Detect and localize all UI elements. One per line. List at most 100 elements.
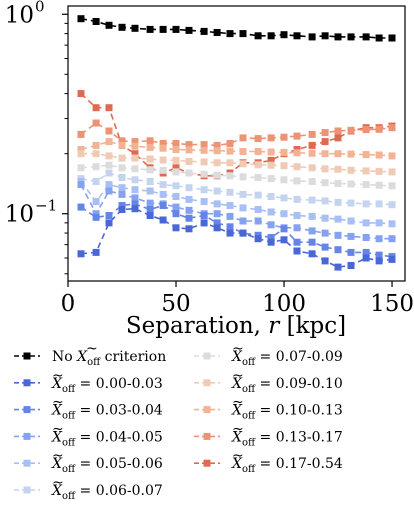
data-point bbox=[375, 167, 383, 175]
data-point bbox=[185, 169, 193, 177]
data-point bbox=[146, 206, 154, 213]
data-point bbox=[321, 229, 329, 237]
data-point bbox=[334, 165, 342, 173]
data-point bbox=[213, 29, 221, 36]
data-point bbox=[308, 227, 316, 235]
data-point bbox=[308, 250, 316, 258]
data-point bbox=[293, 149, 301, 157]
data-point bbox=[239, 204, 247, 212]
data-point bbox=[239, 173, 247, 181]
data-point bbox=[321, 138, 329, 146]
data-point bbox=[185, 157, 193, 165]
data-point bbox=[77, 15, 85, 23]
y-tick-exponent: 0 bbox=[35, 0, 45, 15]
data-point bbox=[388, 124, 396, 132]
data-point bbox=[185, 146, 193, 154]
legend-label: No Xoff criterion bbox=[52, 349, 166, 368]
data-point bbox=[226, 229, 234, 237]
y-tick-exponent: −1 bbox=[35, 197, 57, 215]
legend-item-7: Xoff = 0.09-0.10~ bbox=[194, 368, 343, 395]
data-point bbox=[239, 190, 247, 198]
data-point bbox=[105, 161, 113, 169]
data-point bbox=[321, 32, 329, 40]
data-point bbox=[146, 187, 154, 195]
data-point bbox=[146, 137, 154, 145]
data-point bbox=[254, 235, 262, 243]
data-point bbox=[200, 186, 208, 194]
data-point bbox=[200, 158, 208, 166]
data-point bbox=[131, 150, 139, 158]
data-point bbox=[375, 181, 383, 189]
data-point bbox=[131, 142, 139, 150]
data-point bbox=[280, 31, 288, 39]
series-0 bbox=[77, 15, 396, 42]
data-point bbox=[388, 34, 396, 42]
data-point bbox=[118, 174, 126, 181]
data-point bbox=[226, 147, 234, 155]
data-point bbox=[172, 193, 180, 200]
data-point bbox=[172, 168, 180, 176]
data-point bbox=[267, 161, 275, 169]
data-point bbox=[388, 235, 396, 243]
data-point bbox=[131, 200, 139, 208]
data-point bbox=[388, 168, 396, 176]
x-tick-label: 150 bbox=[370, 291, 414, 317]
data-point bbox=[200, 146, 208, 154]
data-point bbox=[334, 33, 342, 41]
data-point bbox=[293, 195, 301, 203]
data-point bbox=[172, 156, 180, 164]
data-point bbox=[308, 149, 316, 157]
data-point bbox=[362, 234, 370, 241]
data-point bbox=[254, 161, 262, 169]
data-point bbox=[172, 203, 180, 211]
legend-item-10: Xoff = 0.17-0.54~ bbox=[194, 448, 343, 475]
data-point bbox=[77, 146, 85, 153]
series-5 bbox=[77, 169, 396, 209]
data-point bbox=[293, 247, 301, 255]
data-point bbox=[362, 33, 370, 41]
data-point bbox=[118, 206, 126, 213]
tilde-mark: ~ bbox=[52, 475, 64, 491]
data-point bbox=[293, 177, 301, 185]
data-point bbox=[254, 206, 262, 213]
data-point bbox=[347, 33, 355, 41]
data-point bbox=[105, 152, 113, 160]
data-point bbox=[131, 205, 139, 213]
data-point bbox=[172, 164, 180, 172]
data-point bbox=[105, 219, 113, 227]
legend-item-6: Xoff = 0.07-0.09~ bbox=[194, 341, 343, 368]
data-point bbox=[334, 263, 342, 271]
series-6 bbox=[77, 161, 396, 190]
data-point bbox=[213, 219, 221, 227]
data-point bbox=[146, 166, 154, 174]
data-point bbox=[213, 224, 221, 232]
data-point bbox=[321, 197, 329, 205]
legend-marker bbox=[23, 432, 31, 440]
data-point bbox=[308, 178, 316, 185]
data-point bbox=[172, 210, 180, 218]
data-point bbox=[226, 159, 234, 167]
data-point bbox=[293, 212, 301, 219]
data-point bbox=[388, 152, 396, 160]
data-point bbox=[77, 181, 85, 189]
data-point bbox=[185, 214, 193, 222]
data-point bbox=[92, 104, 100, 112]
data-point bbox=[321, 257, 329, 265]
tilde-mark: ~ bbox=[232, 368, 244, 384]
series-4 bbox=[77, 178, 396, 228]
data-point bbox=[267, 208, 275, 216]
data-point bbox=[239, 217, 247, 225]
data-point bbox=[159, 216, 167, 224]
data-point bbox=[321, 243, 329, 251]
data-point bbox=[321, 214, 329, 222]
data-point bbox=[200, 170, 208, 178]
data-point bbox=[226, 212, 234, 220]
data-point bbox=[267, 238, 275, 246]
data-point bbox=[347, 126, 355, 134]
data-point bbox=[293, 132, 301, 140]
y-tick-label: 10 bbox=[5, 202, 34, 228]
data-point bbox=[226, 172, 234, 180]
data-point bbox=[334, 127, 342, 135]
data-point bbox=[159, 190, 167, 198]
